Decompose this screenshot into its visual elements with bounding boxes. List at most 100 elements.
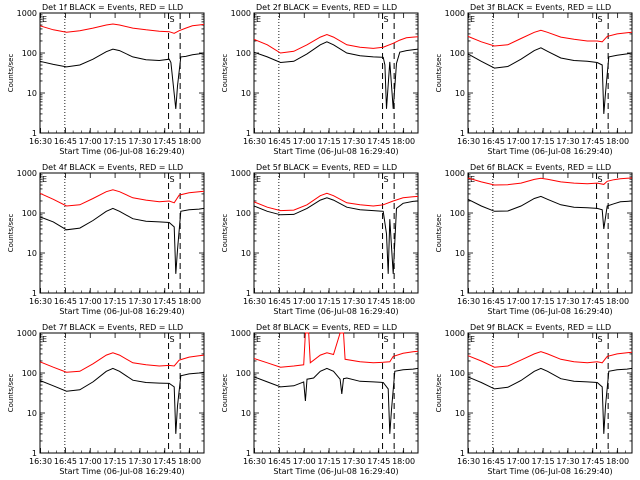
marker-label-s: S	[598, 335, 603, 344]
x-tick-label: 17:00	[293, 457, 316, 466]
y-axis-label: Counts/sec	[221, 374, 229, 413]
x-axis-label: Start Time (06-Jul-08 16:29:40)	[59, 307, 184, 316]
panel-title: Det 1f BLACK = Events, RED = LLD	[42, 3, 183, 12]
y-tick-label: 1	[32, 289, 37, 298]
x-tick-label: 17:30	[556, 137, 579, 146]
y-tick-label: 1000	[231, 329, 251, 338]
y-tick-label: 1000	[17, 329, 37, 338]
lld-series-line	[467, 177, 633, 186]
panel-5: Det 5f BLACK = Events, RED = LLD 1 10 100 10…	[221, 163, 419, 316]
marker-label-e: E	[42, 15, 47, 24]
x-tick-label: 17:15	[532, 137, 555, 146]
y-tick-label: 10	[241, 249, 251, 258]
plot-frame	[39, 172, 205, 294]
marker-label-s: S	[598, 175, 603, 184]
y-tick-label: 10	[27, 89, 37, 98]
y-tick-label: 10	[455, 409, 465, 418]
y-tick-label: 1	[246, 289, 251, 298]
x-tick-label: 16:45	[54, 297, 77, 306]
marker-label-s: S	[384, 335, 389, 344]
y-axis-label: Counts/sec	[435, 214, 443, 253]
x-tick-label: 17:30	[128, 137, 151, 146]
marker-label-e: E	[42, 175, 47, 184]
x-tick-label: 16:45	[482, 457, 505, 466]
panel-title: Det 8f BLACK = Events, RED = LLD	[256, 323, 397, 332]
x-tick-label: 17:30	[342, 297, 365, 306]
x-tick-label: 17:15	[318, 457, 341, 466]
y-axis-label: Counts/sec	[221, 54, 229, 93]
events-series-line	[467, 367, 633, 434]
y-tick-label: 1	[32, 449, 37, 458]
x-tick-label: 18:00	[178, 137, 201, 146]
x-tick-label: 16:30	[243, 137, 266, 146]
x-tick-label: 17:30	[342, 137, 365, 146]
y-axis-label: Counts/sec	[221, 214, 229, 253]
x-tick-label: 17:45	[367, 137, 390, 146]
marker-label-e: E	[256, 335, 261, 344]
x-axis-label: Start Time (06-Jul-08 16:29:40)	[59, 467, 184, 476]
x-axis-label: Start Time (06-Jul-08 16:29:40)	[487, 307, 612, 316]
lld-series-line	[253, 33, 419, 54]
marker-label-s: S	[384, 15, 389, 24]
x-tick-label: 18:00	[392, 137, 415, 146]
plot-frame	[467, 172, 633, 294]
y-axis-label: Counts/sec	[7, 214, 15, 253]
panel-8: Det 8f BLACK = Events, RED = LLD 1 10 100 10…	[221, 323, 419, 476]
lld-series-line	[253, 332, 419, 368]
y-tick-label: 10	[455, 249, 465, 258]
x-tick-label: 16:30	[457, 297, 480, 306]
panel-title: Det 7f BLACK = Events, RED = LLD	[42, 323, 183, 332]
x-tick-label: 17:45	[581, 137, 604, 146]
plot-frame	[253, 172, 419, 294]
x-tick-label: 17:00	[79, 297, 102, 306]
panel-title: Det 5f BLACK = Events, RED = LLD	[256, 163, 397, 172]
plot-frame	[39, 332, 205, 454]
y-axis-label: Counts/sec	[435, 374, 443, 413]
x-tick-label: 17:15	[532, 297, 555, 306]
x-tick-label: 17:45	[581, 297, 604, 306]
x-tick-label: 16:45	[54, 137, 77, 146]
events-series-line	[253, 41, 419, 109]
events-series-line	[39, 367, 205, 434]
y-tick-label: 100	[236, 49, 251, 58]
panel-9: Det 9f BLACK = Events, RED = LLD 1 10 100 10…	[435, 323, 633, 476]
marker-label-e: E	[256, 175, 261, 184]
marker-label-s: S	[170, 335, 175, 344]
marker-label-e: E	[42, 335, 47, 344]
x-tick-label: 16:45	[268, 457, 291, 466]
plot-frame	[467, 332, 633, 454]
x-tick-label: 17:45	[367, 297, 390, 306]
lld-series-line	[253, 192, 419, 212]
y-tick-label: 1	[460, 449, 465, 458]
panel-title: Det 4f BLACK = Events, RED = LLD	[42, 163, 183, 172]
x-tick-label: 17:15	[532, 457, 555, 466]
panel-3: Det 3f BLACK = Events, RED = LLD 1 10 100 10…	[435, 3, 633, 156]
x-tick-label: 17:45	[367, 457, 390, 466]
x-tick-label: 17:45	[153, 137, 176, 146]
lld-series-line	[467, 351, 633, 368]
x-tick-label: 18:00	[606, 457, 629, 466]
x-tick-label: 17:00	[507, 297, 530, 306]
x-tick-label: 17:30	[556, 457, 579, 466]
x-tick-label: 17:00	[507, 137, 530, 146]
x-tick-label: 16:45	[268, 297, 291, 306]
x-tick-label: 18:00	[178, 297, 201, 306]
x-tick-label: 17:45	[153, 297, 176, 306]
x-tick-label: 17:00	[293, 137, 316, 146]
y-tick-label: 1000	[445, 169, 465, 178]
y-tick-label: 100	[450, 369, 465, 378]
y-tick-label: 10	[241, 89, 251, 98]
y-tick-label: 1000	[231, 9, 251, 18]
marker-label-e: E	[470, 15, 475, 24]
lld-series-line	[39, 352, 205, 373]
panel-title: Det 3f BLACK = Events, RED = LLD	[470, 3, 611, 12]
events-series-line	[39, 207, 205, 274]
y-tick-label: 1	[32, 129, 37, 138]
y-axis-label: Counts/sec	[7, 54, 15, 93]
y-tick-label: 10	[241, 409, 251, 418]
x-tick-label: 18:00	[392, 297, 415, 306]
x-tick-label: 17:30	[556, 297, 579, 306]
panel-title: Det 6f BLACK = Events, RED = LLD	[470, 163, 611, 172]
y-tick-label: 1000	[17, 9, 37, 18]
